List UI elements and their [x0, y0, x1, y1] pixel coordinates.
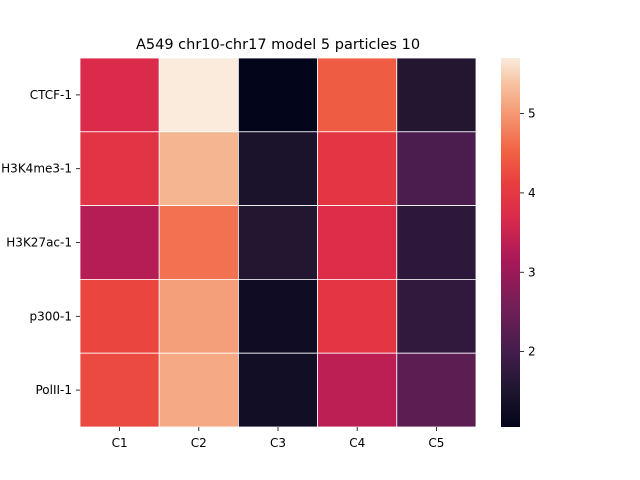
heatmap-cell-H3K27ac-1-C2 [158, 205, 239, 280]
heatmap-cell-H3K4me3-1-C1 [79, 131, 160, 207]
row-label: CTCF-1 [30, 88, 72, 102]
heatmap-cell-CTCF-1-C2 [158, 57, 239, 133]
column-labels: C1 C2 C3 C4 C5 [112, 427, 444, 450]
heatmap-cell-PolII-1-C3 [237, 352, 318, 428]
column-label: C1 [112, 436, 128, 450]
heatmap-cell-PolII-1-C4 [317, 352, 398, 428]
colorbar-tick-label: 3 [528, 265, 536, 279]
heatmap-cell-CTCF-1-C1 [79, 57, 160, 133]
heatmap-cell-CTCF-1-C3 [237, 57, 318, 133]
colorbar: 2 3 4 5 [501, 58, 536, 427]
heatmap-cell-H3K27ac-1-C5 [396, 205, 477, 280]
colorbar-tick-label: 2 [528, 345, 536, 359]
heatmap-cell-H3K4me3-1-C5 [396, 131, 477, 207]
row-label: H3K27ac-1 [6, 236, 72, 250]
column-label: C3 [270, 436, 286, 450]
colorbar-tick-label: 4 [528, 186, 536, 200]
heatmap-cell-p300-1-C2 [158, 278, 239, 354]
heatmap-cell-H3K27ac-1-C1 [79, 205, 160, 280]
heatmap-cell-H3K27ac-1-C3 [237, 205, 318, 280]
heatmap-cell-p300-1-C5 [396, 278, 477, 354]
heatmap-cell-H3K4me3-1-C2 [158, 131, 239, 207]
heatmap-cell-H3K27ac-1-C4 [317, 205, 398, 280]
heatmap-cell-PolII-1-C2 [158, 352, 239, 428]
heatmap-cell-p300-1-C4 [317, 278, 398, 354]
column-label: C4 [349, 436, 365, 450]
heatmap-cell-p300-1-C1 [79, 278, 160, 354]
heatmap-cell-PolII-1-C5 [396, 352, 477, 428]
heatmap-cell-CTCF-1-C4 [317, 57, 398, 133]
row-label: PolII-1 [35, 383, 72, 397]
colorbar-tick-label: 5 [528, 107, 536, 121]
row-labels: CTCF-1 H3K4me3-1 H3K27ac-1 p300-1 PolII-1 [1, 88, 80, 397]
chart-title: A549 chr10-chr17 model 5 particles 10 [136, 37, 420, 53]
heatmap-cell-H3K4me3-1-C3 [237, 131, 318, 207]
column-label: C2 [191, 436, 207, 450]
heatmap-cells [79, 57, 477, 428]
heatmap-cell-PolII-1-C1 [79, 352, 160, 428]
heatmap-cell-H3K4me3-1-C4 [317, 131, 398, 207]
heatmap-cell-CTCF-1-C5 [396, 57, 477, 133]
heatmap-cell-p300-1-C3 [237, 278, 318, 354]
row-label: p300-1 [30, 309, 73, 323]
column-label: C5 [428, 436, 444, 450]
row-label: H3K4me3-1 [1, 162, 72, 176]
colorbar-gradient [501, 58, 520, 427]
